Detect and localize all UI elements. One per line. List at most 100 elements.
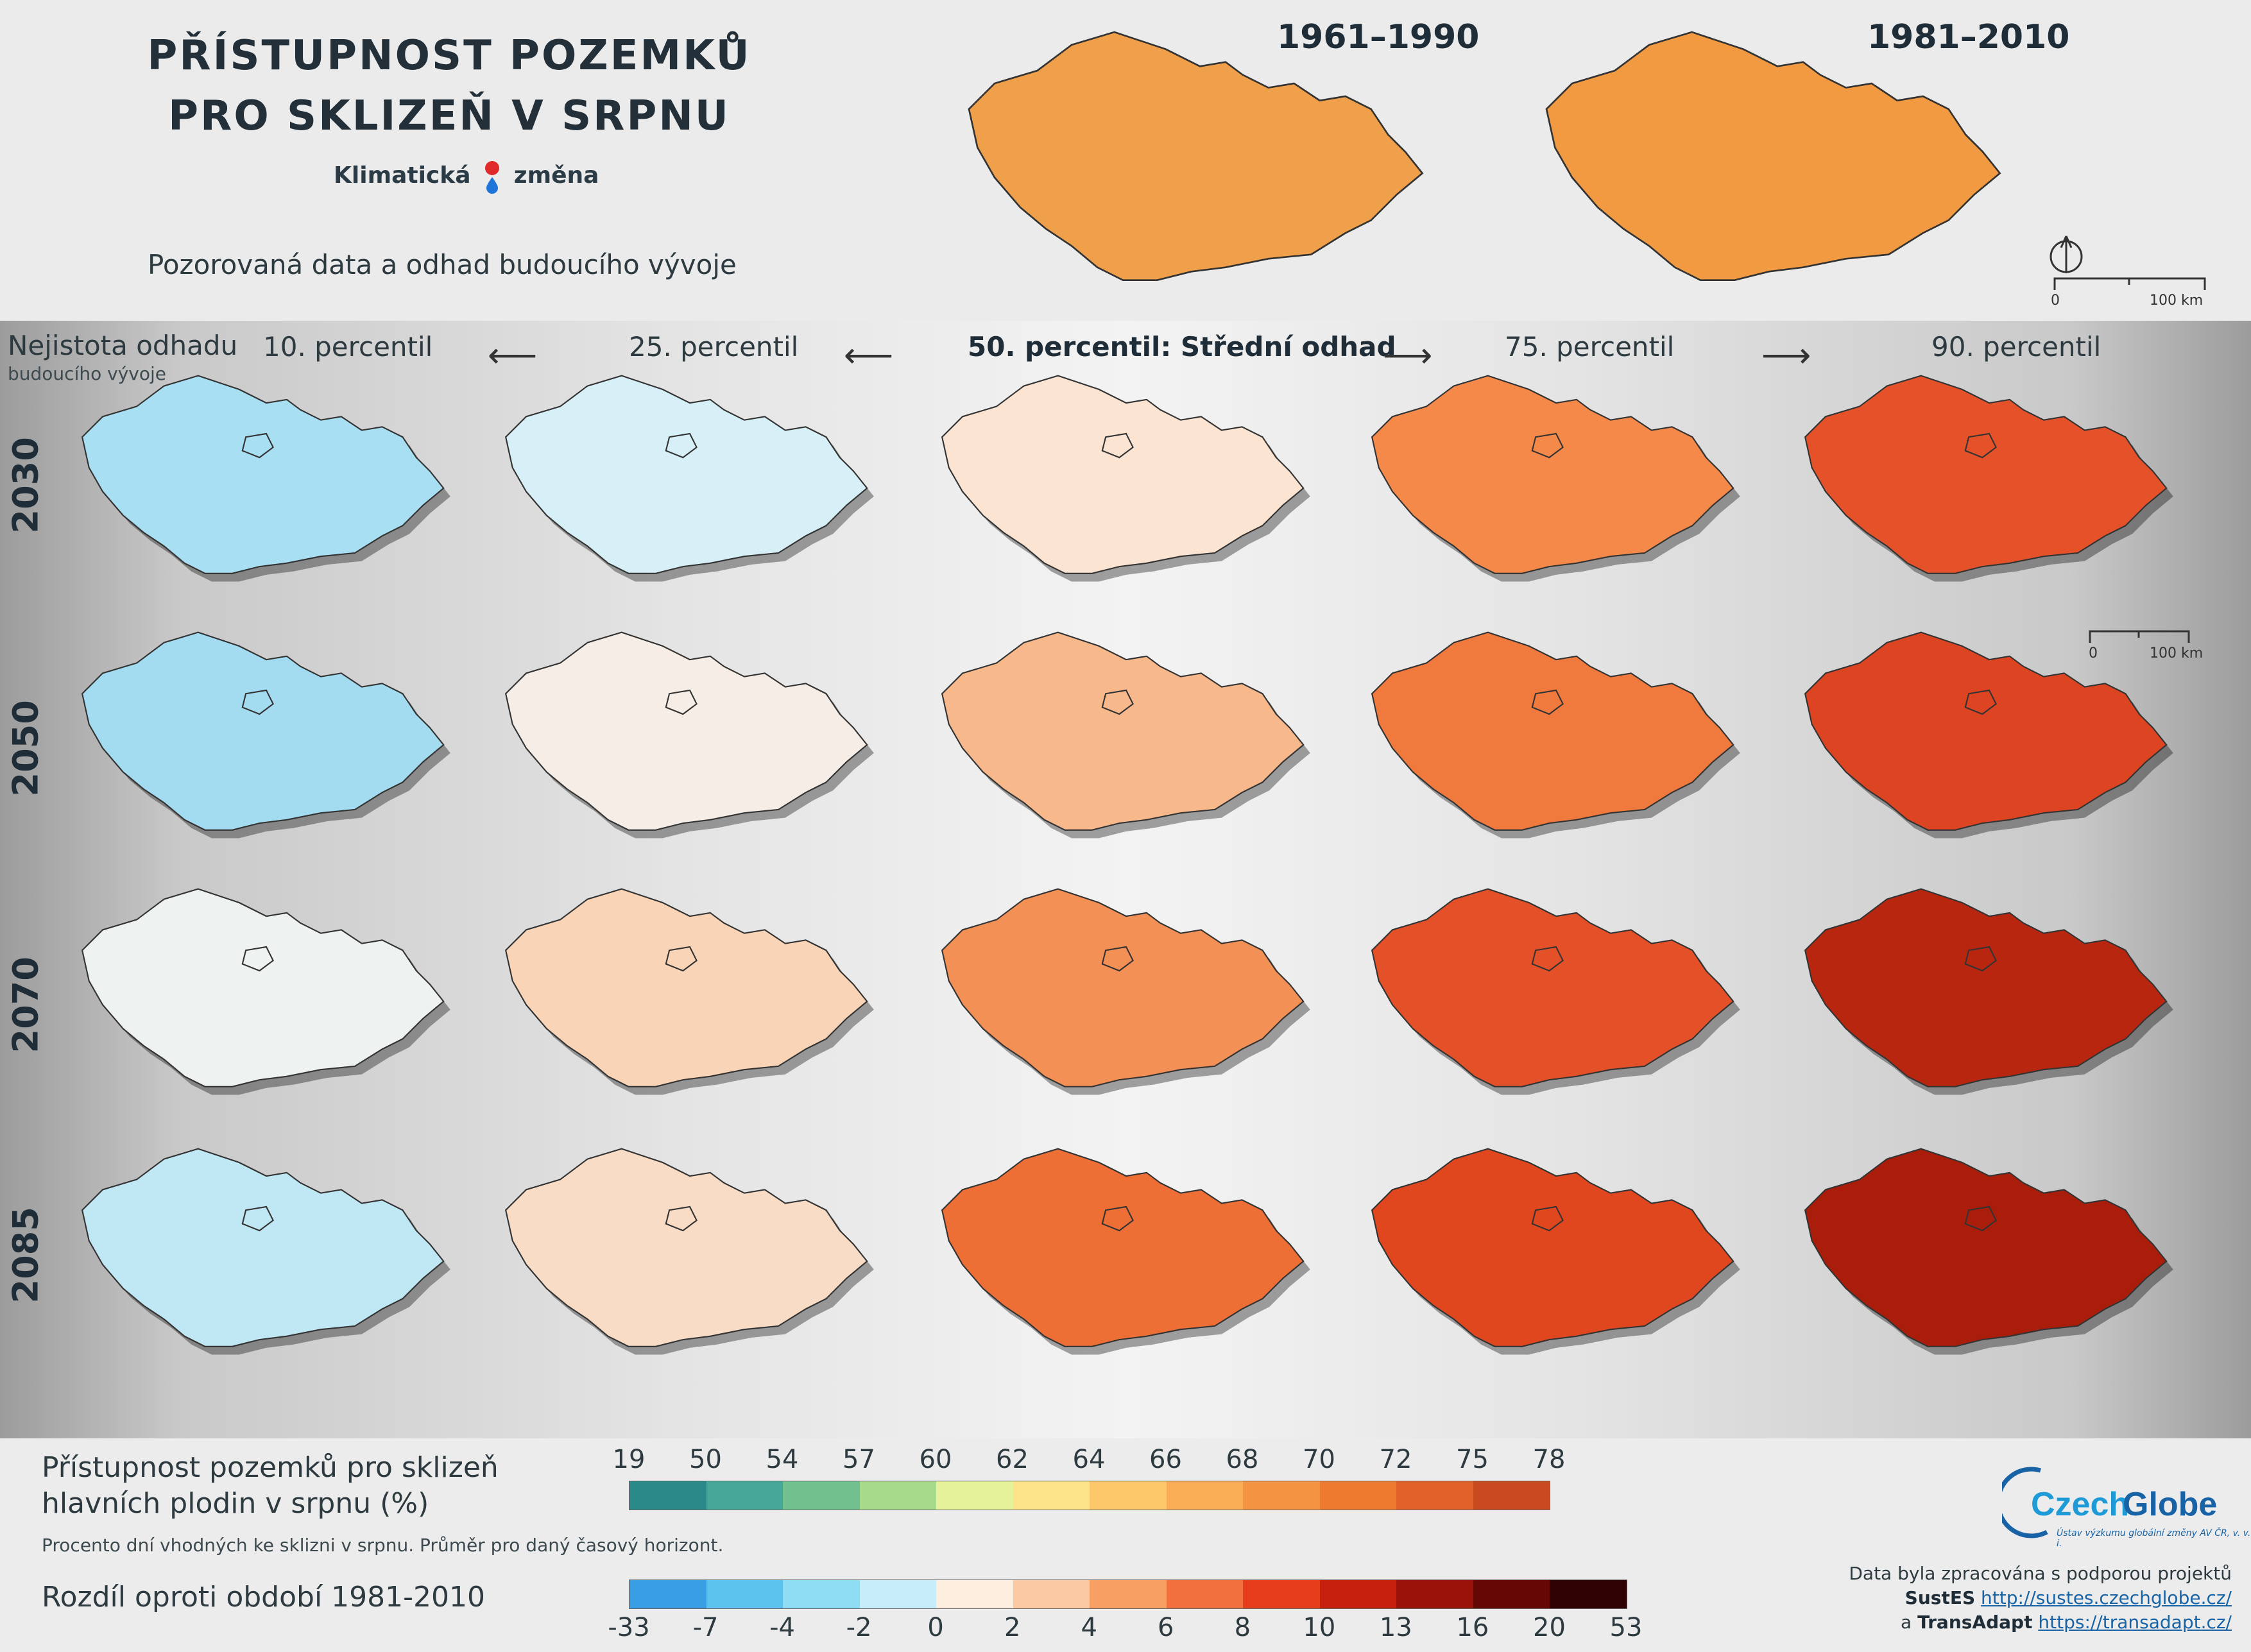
credits-project-2: a TransAdapt https://transadapt.cz/ [1901,1612,2232,1633]
legend-swatch [1013,1481,1090,1510]
legend-tick-label: 62 [996,1445,1029,1474]
legend-tick-label: 72 [1379,1445,1412,1474]
legend-tick-label: -4 [769,1613,796,1642]
legend-tick-label: 57 [843,1445,875,1474]
map-2030-p75 [1371,375,1740,582]
period-label-1961: 1961–1990 [1277,18,1480,56]
brand-text-1: Klimatická [334,162,471,189]
map-2050-p90 [1804,631,2173,839]
map-2085-p25 [504,1148,874,1355]
map-2085-p50 [941,1148,1310,1355]
legend-tick-label: 4 [1081,1613,1097,1642]
legend-difference-colorbar [629,1580,1627,1609]
title-line-1: PŘÍSTUPNOST POZEMKŮ [147,32,751,80]
scale-end-top: 100 km [2150,293,2204,309]
legend-tick-label: 54 [766,1445,799,1474]
scale-bar-grid [2089,630,2190,643]
map-2030-p10 [81,375,450,582]
legend-swatch [783,1580,860,1608]
column-header-p25: 25. percentil [629,331,799,362]
uncertainty-label: Nejistota odhadu [8,330,238,361]
project-name-sustes: SustES [1904,1587,1976,1608]
legend-swatch [629,1481,706,1510]
map-2070-p25 [504,888,874,1095]
legend-tick-label: -7 [692,1613,719,1642]
legend-tick-label: 64 [1072,1445,1106,1474]
page-title: PŘÍSTUPNOST POZEMKŮ PRO SKLIZEŇ V SRPNU [128,26,770,146]
legend-tick-label: 2 [1004,1613,1021,1642]
map-observed-1981-2010 [1545,31,2001,281]
legend-absolute-title: Přístupnost pozemků pro sklizeň hlavních… [42,1450,499,1522]
map-2050-p75 [1371,631,1740,839]
scale-start-top: 0 [2051,293,2060,309]
legend-swatch [1166,1481,1243,1510]
map-2050-p25 [504,631,874,839]
project-name-transadapt: TransAdapt [1917,1612,2033,1633]
legend-swatch [1550,1580,1627,1608]
map-observed-1961-1990 [968,31,1424,281]
legend-tick-label: 75 [1456,1445,1489,1474]
legend-panel [0,1438,2251,1652]
brand-text-2: změna [513,162,599,189]
arrow-right-icon: ⟶ [1383,335,1433,375]
map-2085-p90 [1804,1148,2173,1355]
legend-difference-title: Rozdíl oproti období 1981-2010 [42,1581,486,1614]
row-year-2085: 2085 [5,1207,46,1304]
logo-tagline: Ústav výzkumu globální změny AV ČR, v. v… [2057,1528,2251,1549]
credits-project-1: SustES http://sustes.czechglobe.cz/ [1905,1587,2232,1608]
legend-tick-label: 68 [1226,1445,1259,1474]
map-2070-p90 [1804,888,2173,1095]
credits-line: Data byla zpracována s podporou projektů [1849,1563,2232,1584]
legend-tick-label: -33 [608,1613,650,1642]
legend-swatch [1319,1580,1397,1608]
scale-bar-top [2053,277,2206,290]
czechglobe-logo: Czech Globe [2002,1467,2217,1538]
legend-swatch [1090,1481,1167,1510]
legend-tick-label: 19 [612,1445,646,1474]
arrow-left-icon: ⟵ [844,335,894,375]
legend-swatch [706,1481,783,1510]
row-year-2070: 2070 [5,957,46,1053]
legend-swatch [1473,1580,1550,1608]
map-2085-p10 [81,1148,450,1355]
legend-absolute-title-line-1: Přístupnost pozemků pro sklizeň [42,1451,499,1484]
legend-swatch [1090,1580,1167,1608]
link-sustes[interactable]: http://sustes.czechglobe.cz/ [1981,1587,2232,1608]
column-header-p90: 90. percentil [1931,331,2101,362]
legend-swatch [706,1580,783,1608]
period-label-1981: 1981–2010 [1867,18,2070,56]
legend-absolute-colorbar [629,1481,1550,1510]
credits-and: a [1901,1612,1912,1633]
arrow-right-icon: ⟶ [1761,335,1811,375]
row-year-2030: 2030 [5,437,46,534]
legend-tick-label: 70 [1303,1445,1335,1474]
legend-swatch [859,1580,937,1608]
legend-swatch [936,1580,1013,1608]
map-2030-p25 [504,375,874,582]
column-header-p50: 50. percentil: Střední odhad [968,331,1396,362]
legend-tick-label: 20 [1533,1613,1566,1642]
legend-absolute-note: Procento dní vhodných ke sklizni v srpnu… [42,1535,724,1556]
scale-start-grid: 0 [2089,645,2098,661]
brand-logo: Klimatická změna [334,159,599,194]
title-line-2: PRO SKLIZEŇ V SRPNU [168,92,730,140]
legend-tick-label: 78 [1532,1445,1566,1474]
legend-swatch [936,1481,1013,1510]
column-header-p10: 10. percentil [263,331,433,362]
legend-swatch [859,1481,936,1510]
north-arrow-icon [2050,235,2083,273]
legend-tick-label: 6 [1158,1613,1174,1642]
map-2070-p50 [941,888,1310,1095]
row-year-2050: 2050 [5,700,46,797]
legend-tick-label: 66 [1149,1445,1182,1474]
legend-swatch [1319,1481,1396,1510]
legend-swatch [1473,1481,1550,1510]
legend-swatch [783,1481,860,1510]
uncertainty-sublabel: budoucího vývoje [8,363,166,384]
map-2070-p10 [81,888,450,1095]
legend-tick-label: 10 [1303,1613,1336,1642]
link-transadapt[interactable]: https://transadapt.cz/ [2038,1612,2232,1633]
map-2030-p50 [941,375,1310,582]
map-2030-p90 [1804,375,2173,582]
legend-swatch [1243,1580,1320,1608]
